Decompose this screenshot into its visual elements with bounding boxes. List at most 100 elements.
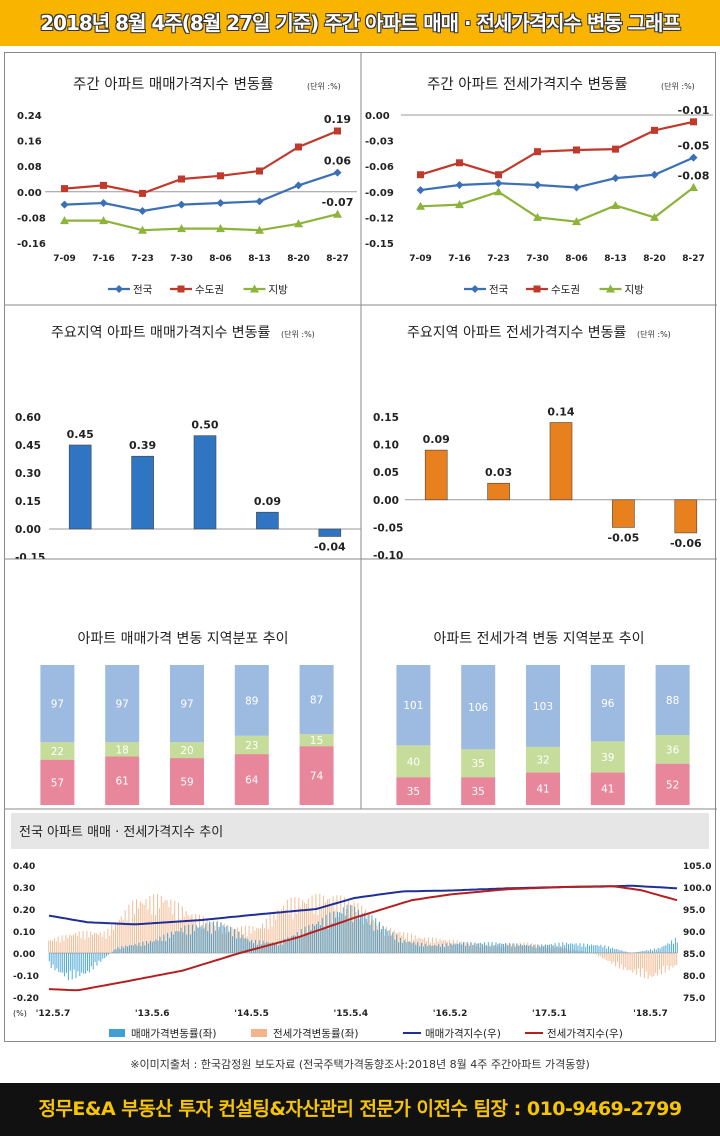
y-left-unit: (%) xyxy=(13,1009,27,1018)
segment-value-label: 23 xyxy=(245,740,258,752)
y-left-tick-label: 0.00 xyxy=(13,950,35,960)
y-tick-label: 0.08 xyxy=(17,162,42,173)
data-point-2-7 xyxy=(689,183,698,192)
y-right-tick-label: 100.0 xyxy=(683,884,711,894)
legend-marker xyxy=(533,285,541,293)
unit-label: (단위 :%) xyxy=(637,329,671,339)
top-banner: 2018년 8월 4주(8월 27일 기준) 주간 아파트 매매 · 전세가격지… xyxy=(0,0,720,46)
y-tick-label: -0.12 xyxy=(365,213,394,224)
stack-segment-0-2 xyxy=(526,772,560,805)
x-tick-label: 7-30 xyxy=(526,254,549,264)
stack-segment-1-1 xyxy=(461,749,496,778)
segment-value-label: 15 xyxy=(310,735,323,747)
bar-3 xyxy=(612,499,635,528)
stack-segment-0-4 xyxy=(655,763,690,805)
y-right-tick-label: 95.0 xyxy=(683,906,705,916)
stack-segment-2-4 xyxy=(299,665,334,735)
bar-value-label: 0.03 xyxy=(485,466,512,479)
legend-label: 수도권 xyxy=(195,284,224,296)
stack-segment-2-1 xyxy=(461,665,496,750)
bar-value-label: 0.50 xyxy=(191,419,218,432)
data-point-1-1 xyxy=(456,159,463,167)
data-point-0-0 xyxy=(60,200,69,209)
legend-marker xyxy=(471,285,479,293)
legend-label: 지방 xyxy=(625,284,645,296)
x-tick-label: 8-20 xyxy=(287,254,310,264)
segment-value-label: 32 xyxy=(536,755,549,767)
data-label: -0.07 xyxy=(322,196,354,209)
y-tick-label: 0.15 xyxy=(15,496,41,508)
data-point-0-7 xyxy=(333,168,342,177)
legend-swatch xyxy=(251,1029,267,1037)
legend-label: 전국 xyxy=(489,284,509,296)
x-tick-label: '13.5.6 xyxy=(135,1009,170,1019)
data-point-0-6 xyxy=(294,181,303,190)
data-point-1-7 xyxy=(690,118,697,126)
chart-title: 주간 아파트 매매가격지수 변동률 xyxy=(73,76,274,93)
y-tick-label: -0.15 xyxy=(15,552,45,559)
data-point-2-1 xyxy=(99,216,108,225)
y-tick-label: -0.15 xyxy=(365,239,394,250)
data-point-1-6 xyxy=(295,143,302,151)
y-right-tick-label: 75.0 xyxy=(683,994,705,1004)
data-point-2-1 xyxy=(455,200,464,209)
stack-segment-2-2 xyxy=(170,665,204,743)
y-tick-label: 0.60 xyxy=(15,412,41,424)
data-point-0-5 xyxy=(255,197,264,206)
legend-label: 전국 xyxy=(133,284,153,296)
bar-2 xyxy=(193,435,217,530)
data-point-2-3 xyxy=(533,212,542,221)
index-line-2 xyxy=(48,884,678,926)
segment-value-label: 61 xyxy=(116,776,129,788)
y-right-tick-label: 105.0 xyxy=(683,862,711,872)
x-tick-label: 7-30 xyxy=(170,254,193,264)
data-point-0-0 xyxy=(416,186,425,195)
y-tick-label: 0.45 xyxy=(15,440,41,452)
data-point-0-2 xyxy=(494,179,503,188)
segment-value-label: 41 xyxy=(601,784,614,796)
x-tick-label: 8-27 xyxy=(682,254,705,264)
segment-value-label: 39 xyxy=(601,752,614,764)
bar-value-label: -0.06 xyxy=(670,537,702,550)
chart-sale-distribution: 아파트 매매가격 변동 지역분포 추이5722977-306118978-065… xyxy=(40,631,334,805)
x-tick-label: '14.5.5 xyxy=(234,1009,269,1019)
unit-label: (단위 :%) xyxy=(307,81,341,91)
x-tick-label: 7-09 xyxy=(53,254,76,264)
chart-jeonse-weekly-change: 주간 아파트 전세가격지수 변동률 (단위 :%) 0.00 -0.03 -0.06 -0… xyxy=(365,76,713,296)
stack-segment-2-1 xyxy=(105,665,140,743)
chart-jeonse-region-change: 주요지역 아파트 전세가격지수 변동률 (단위 :%) 0.15 0.10 0.05 0.… xyxy=(373,325,717,559)
series-line-0 xyxy=(420,156,694,192)
data-point-0-3 xyxy=(533,180,542,189)
index-line-3 xyxy=(48,885,678,992)
y-right-tick-label: 85.0 xyxy=(683,950,705,960)
stack-segment-1-2 xyxy=(170,742,204,759)
segment-value-label: 88 xyxy=(666,695,679,707)
stack-segment-1-4 xyxy=(655,735,690,764)
segment-value-label: 18 xyxy=(116,744,129,756)
x-tick-label: 8-13 xyxy=(604,254,627,264)
page-title: 2018년 8월 4주(8월 27일 기준) 주간 아파트 매매 · 전세가격지… xyxy=(40,11,681,35)
stack-segment-2-2 xyxy=(526,665,560,747)
legend-marker xyxy=(115,285,123,293)
chart-title: 주간 아파트 전세가격지수 변동률 xyxy=(427,76,628,93)
y-tick-label: 0.00 xyxy=(365,111,390,122)
data-point-1-0 xyxy=(417,171,424,179)
data-point-2-5 xyxy=(611,200,620,209)
legend-marker xyxy=(177,285,185,293)
segment-value-label: 52 xyxy=(666,779,679,791)
data-point-2-2 xyxy=(494,187,503,196)
legend-label: 지방 xyxy=(269,284,289,296)
chart-jeonse-distribution: 아파트 전세가격 변동 지역분포 추이35401017-3035351068-0… xyxy=(396,631,690,805)
x-tick-label: 8-06 xyxy=(565,254,588,264)
stack-segment-1-3 xyxy=(234,735,269,755)
stack-segment-0-4 xyxy=(299,746,334,805)
y-tick-label: -0.06 xyxy=(365,162,394,173)
segment-value-label: 36 xyxy=(666,744,680,756)
bar-value-label: -0.04 xyxy=(314,540,346,553)
unit-label: (단위 :%) xyxy=(661,81,695,91)
y-tick-label: -0.10 xyxy=(373,550,403,559)
data-point-2-6 xyxy=(650,212,659,221)
segment-value-label: 20 xyxy=(180,745,193,757)
bar-0 xyxy=(424,449,448,501)
stack-segment-0-3 xyxy=(590,772,625,805)
